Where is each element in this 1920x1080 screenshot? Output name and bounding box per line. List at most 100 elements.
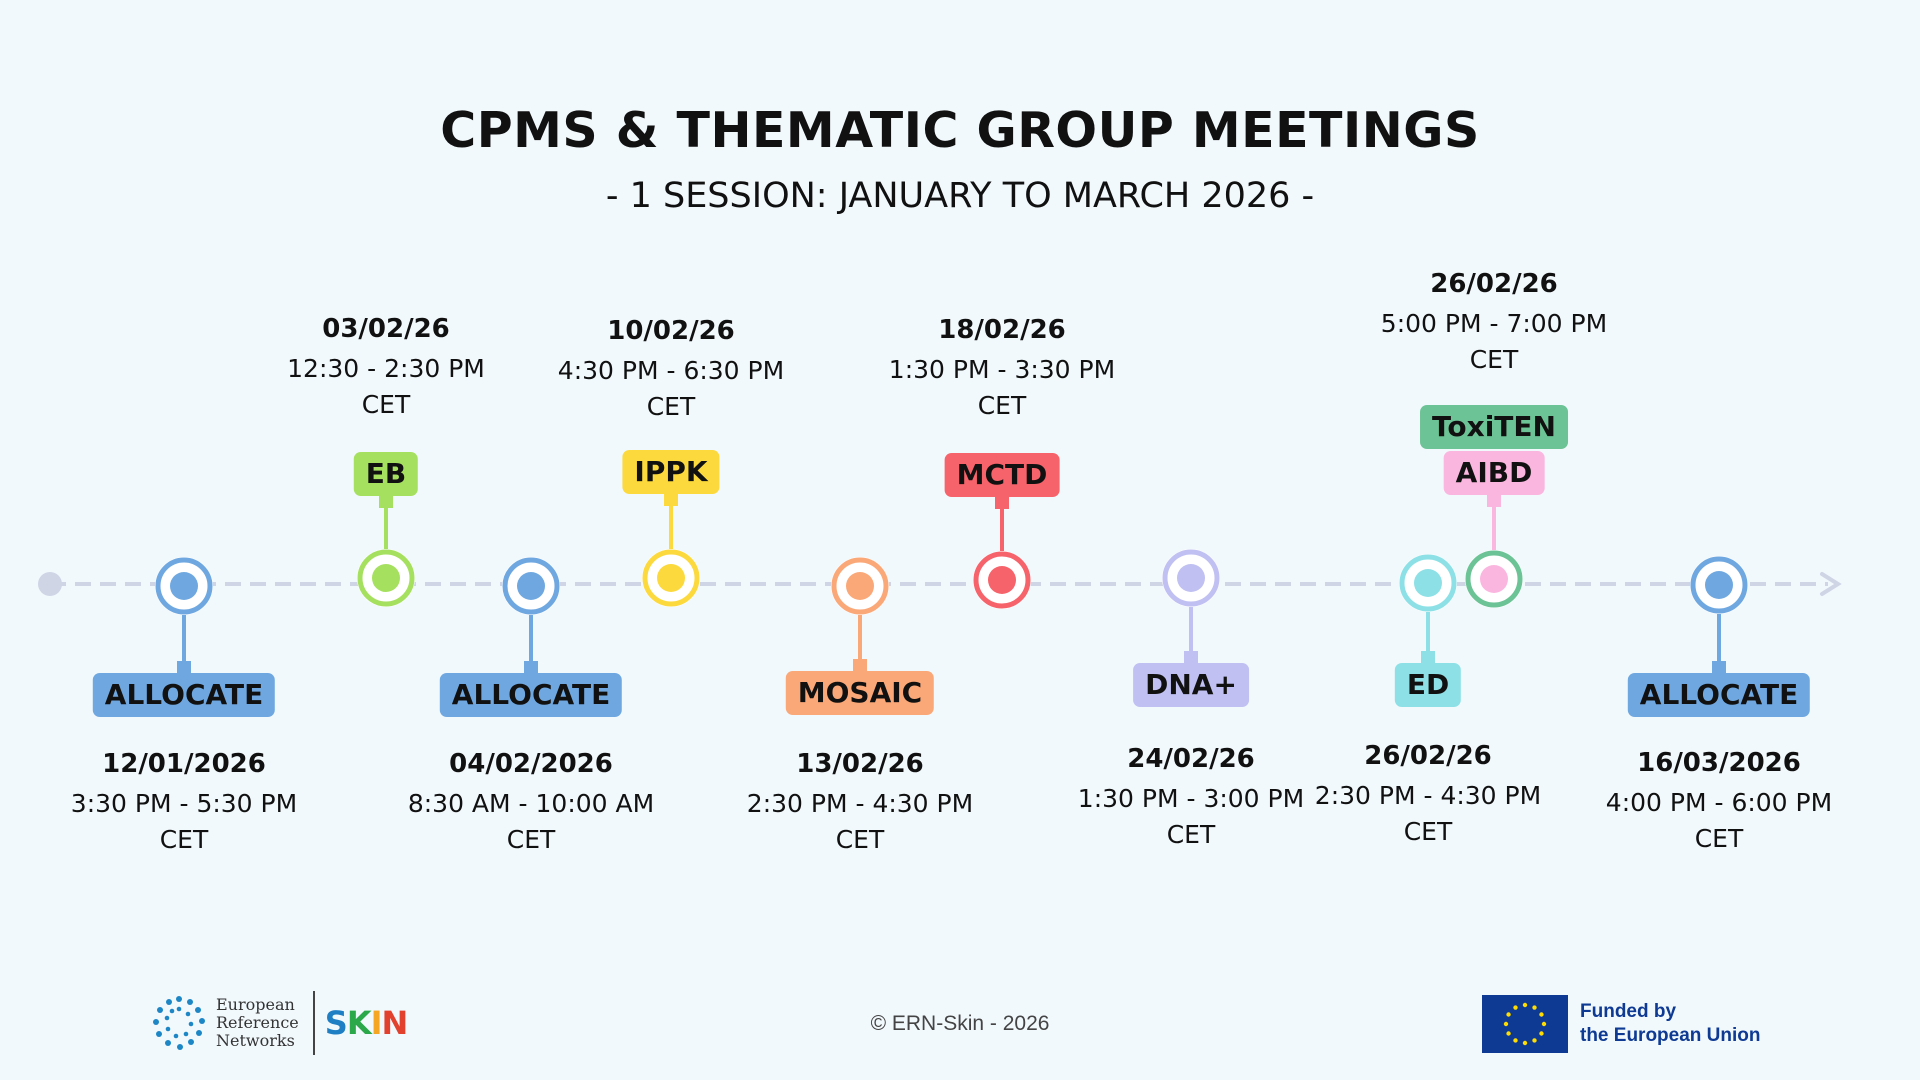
date-eb: 03/02/26 bbox=[322, 314, 450, 344]
eu-star-icon bbox=[1522, 1002, 1528, 1008]
date-allocate-1: 12/01/2026 bbox=[102, 749, 266, 779]
eu-star-icon bbox=[1522, 1040, 1528, 1046]
connector-cap-ippk bbox=[664, 494, 678, 506]
node-dot-allocate-2 bbox=[517, 572, 545, 600]
ern-text-line3: Networks bbox=[216, 1031, 295, 1050]
node-ring-allocate-2 bbox=[502, 557, 560, 615]
connector-cap-allocate-3 bbox=[1712, 661, 1726, 673]
node-dot-ed bbox=[1414, 569, 1442, 597]
node-ring-dna bbox=[1162, 549, 1220, 607]
tag-mctd: MCTD bbox=[944, 453, 1060, 497]
tag-ippk: IPPK bbox=[622, 450, 720, 494]
node-dot-eb bbox=[372, 564, 400, 592]
skin-letter: I bbox=[370, 1004, 383, 1042]
zone-mctd: CET bbox=[977, 391, 1027, 420]
connector-cap-dna bbox=[1184, 651, 1198, 663]
skin-letter: N bbox=[381, 1004, 409, 1042]
node-dot-ippk bbox=[657, 564, 685, 592]
time-ippk: 4:30 PM - 6:30 PM bbox=[557, 356, 785, 385]
tag-allocate-2: ALLOCATE bbox=[439, 673, 623, 717]
node-ring-mosaic bbox=[831, 557, 889, 615]
tag-allocate-3: ALLOCATE bbox=[1627, 673, 1811, 717]
tag-eb: EB bbox=[353, 452, 419, 496]
eu-star-icon bbox=[1539, 1031, 1544, 1036]
eu-star-icon bbox=[1532, 1038, 1537, 1043]
node-dot-aibd-toxiten bbox=[1480, 565, 1508, 593]
eu-star-icon bbox=[1503, 1021, 1509, 1027]
zone-mosaic: CET bbox=[835, 825, 885, 854]
node-ring-ed bbox=[1399, 554, 1457, 612]
eu-funding: Funded by the European Union bbox=[1482, 995, 1761, 1053]
time-eb: 12:30 - 2:30 PM bbox=[287, 354, 485, 383]
node-ring-mctd bbox=[973, 551, 1031, 609]
tag-aibd-toxiten: AIBD bbox=[1443, 451, 1545, 495]
node-ring-eb bbox=[357, 549, 415, 607]
connector-cap-ed bbox=[1421, 651, 1435, 663]
eu-star-icon bbox=[1539, 1012, 1544, 1017]
logo-divider bbox=[312, 991, 315, 1055]
zone-ippk: CET bbox=[646, 392, 696, 421]
time-allocate-2: 8:30 AM - 10:00 AM bbox=[407, 789, 655, 818]
node-dot-mosaic bbox=[846, 572, 874, 600]
skin-letter: S bbox=[324, 1004, 348, 1042]
connector-cap-allocate-2 bbox=[524, 661, 538, 673]
eu-star-icon bbox=[1513, 1005, 1518, 1010]
tag-allocate-1: ALLOCATE bbox=[92, 673, 276, 717]
ern-text-line1: European bbox=[216, 995, 295, 1014]
ern-dots-icon bbox=[153, 996, 205, 1050]
info-allocate-1: 12/01/2026 3:30 PM - 5:30 PM CET bbox=[71, 742, 297, 858]
info-allocate-2: 04/02/2026 8:30 AM - 10:00 AM CET bbox=[408, 742, 654, 858]
zone-allocate-1: CET bbox=[159, 825, 209, 854]
eu-star-icon bbox=[1532, 1005, 1537, 1010]
date-mosaic: 13/02/26 bbox=[796, 749, 924, 779]
funded-line1: Funded by bbox=[1580, 1001, 1677, 1022]
timeline-start-dot bbox=[38, 572, 62, 596]
info-ed: 26/02/26 2:30 PM - 4:30 PM CET bbox=[1315, 734, 1541, 850]
info-mctd: 18/02/26 1:30 PM - 3:30 PM CET bbox=[889, 308, 1115, 424]
info-aibd-toxiten: 26/02/26 5:00 PM - 7:00 PM CET bbox=[1381, 262, 1607, 378]
date-mctd: 18/02/26 bbox=[938, 315, 1066, 345]
connector-cap-mctd bbox=[995, 497, 1009, 509]
date-ed: 26/02/26 bbox=[1364, 741, 1492, 771]
time-dna: 1:30 PM - 3:00 PM bbox=[1077, 784, 1305, 813]
node-dot-allocate-3 bbox=[1705, 571, 1733, 599]
date-dna: 24/02/26 bbox=[1127, 744, 1255, 774]
date-allocate-3: 16/03/2026 bbox=[1637, 748, 1801, 778]
eu-flag-icon bbox=[1482, 995, 1568, 1053]
info-mosaic: 13/02/26 2:30 PM - 4:30 PM CET bbox=[747, 742, 973, 858]
time-mosaic: 2:30 PM - 4:30 PM bbox=[746, 789, 974, 818]
tag-mosaic: MOSAIC bbox=[785, 671, 935, 715]
date-aibd-toxiten: 26/02/26 bbox=[1430, 269, 1558, 299]
node-dot-allocate-1 bbox=[170, 572, 198, 600]
connector-cap-allocate-1 bbox=[177, 661, 191, 673]
zone-aibd-toxiten: CET bbox=[1469, 345, 1519, 374]
connector-cap-mosaic bbox=[853, 659, 867, 671]
info-ippk: 10/02/26 4:30 PM - 6:30 PM CET bbox=[558, 309, 784, 425]
time-allocate-1: 3:30 PM - 5:30 PM bbox=[70, 789, 298, 818]
timeline-arrow-icon bbox=[1820, 572, 1842, 596]
eu-star-icon bbox=[1513, 1038, 1518, 1043]
node-ring-aibd-toxiten bbox=[1465, 550, 1523, 608]
ern-text-line2: Reference bbox=[216, 1013, 299, 1032]
time-allocate-3: 4:00 PM - 6:00 PM bbox=[1605, 788, 1833, 817]
node-ring-allocate-3 bbox=[1690, 556, 1748, 614]
date-ippk: 10/02/26 bbox=[607, 316, 735, 346]
funded-line2: the European Union bbox=[1580, 1025, 1761, 1046]
tag-aibd-toxiten-secondary: ToxiTEN bbox=[1420, 405, 1568, 449]
zone-dna: CET bbox=[1166, 820, 1216, 849]
skin-letter: K bbox=[346, 1004, 372, 1042]
zone-allocate-2: CET bbox=[506, 825, 556, 854]
info-dna: 24/02/26 1:30 PM - 3:00 PM CET bbox=[1078, 737, 1304, 853]
zone-ed: CET bbox=[1403, 817, 1453, 846]
eu-star-icon bbox=[1541, 1021, 1547, 1027]
time-mctd: 1:30 PM - 3:30 PM bbox=[888, 355, 1116, 384]
eu-star-icon bbox=[1506, 1012, 1511, 1017]
node-ring-ippk bbox=[642, 549, 700, 607]
tag-dna: DNA+ bbox=[1133, 663, 1249, 707]
eu-star-icon bbox=[1506, 1031, 1511, 1036]
zone-allocate-3: CET bbox=[1694, 824, 1744, 853]
info-allocate-3: 16/03/2026 4:00 PM - 6:00 PM CET bbox=[1606, 741, 1832, 857]
connector-cap-aibd-toxiten bbox=[1487, 495, 1501, 507]
time-aibd-toxiten: 5:00 PM - 7:00 PM bbox=[1380, 309, 1608, 338]
